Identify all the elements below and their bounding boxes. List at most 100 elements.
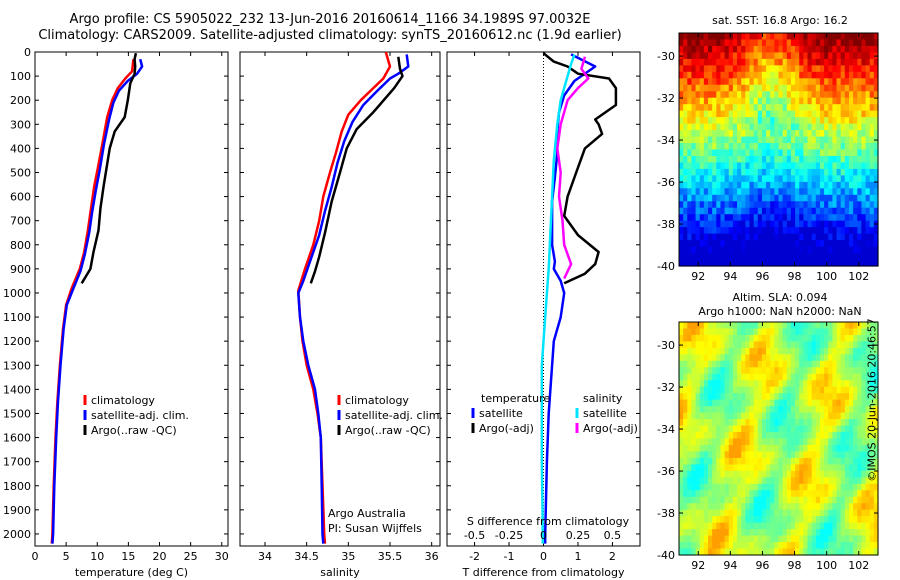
sla-map-cell xyxy=(749,503,755,511)
sst-map-cell xyxy=(836,240,842,248)
sst-map-cell xyxy=(737,259,742,267)
sla-map-cell xyxy=(844,380,850,388)
sla-map-cell xyxy=(679,393,684,401)
sst-map-cell xyxy=(699,58,705,66)
sst-map-x-tick-label: 102 xyxy=(848,270,869,283)
sla-map-cell xyxy=(703,412,709,420)
sst-map-cell xyxy=(853,149,858,157)
sst-map-cell xyxy=(687,123,693,131)
sla-map-cell xyxy=(695,380,701,388)
sla-map-cell xyxy=(708,328,713,336)
sst-map-cell xyxy=(720,130,726,138)
sst-map-cell xyxy=(836,259,842,267)
sla-map-cell xyxy=(815,470,821,478)
sla-map-cell xyxy=(691,509,697,517)
sst-map-cell xyxy=(844,233,850,241)
sst-map-cell xyxy=(691,123,697,131)
sst-map-cell xyxy=(757,143,763,151)
sst-map-cell xyxy=(865,227,871,235)
sla-map-cell xyxy=(778,470,784,478)
sla-map-cell xyxy=(691,529,697,537)
sla-map-cell xyxy=(790,425,796,433)
sst-map-cell xyxy=(865,104,871,112)
sst-map-cell xyxy=(757,110,763,118)
sla-map-cell xyxy=(811,444,817,453)
sst-map-cell xyxy=(737,123,742,131)
sla-map-cell xyxy=(745,341,751,349)
sla-map-cell xyxy=(819,477,825,485)
sst-map-cell xyxy=(811,207,817,215)
sla-map-cell xyxy=(774,509,780,517)
sla-map-cell xyxy=(828,373,833,381)
sla-map-cell xyxy=(848,432,854,440)
sst-map-cell xyxy=(782,240,788,248)
sla-map-cell xyxy=(869,542,875,550)
legend-entry: satellite-adj. clim. xyxy=(345,409,443,422)
sst-map-cell xyxy=(695,246,701,254)
sst-map-cell xyxy=(811,181,817,189)
sst-map-cell xyxy=(824,45,829,54)
sla-map-cell xyxy=(757,322,763,330)
sla-map-cell xyxy=(807,425,813,433)
sla-map-cell xyxy=(687,328,693,336)
sst-map-cell xyxy=(799,143,804,151)
sst-map-cell xyxy=(679,214,684,222)
sst-map-cell xyxy=(861,201,867,209)
sst-map-cell xyxy=(749,39,755,47)
sla-map-cell xyxy=(712,542,717,550)
sla-map-cell xyxy=(691,483,697,491)
sla-map-cell xyxy=(761,347,767,355)
sst-map-cell xyxy=(786,123,792,131)
sla-map-cell xyxy=(708,444,713,453)
sst-map-cell xyxy=(795,104,800,112)
sst-map-cell xyxy=(778,253,784,261)
sla-map-cell xyxy=(807,477,813,485)
sla-map-cell xyxy=(815,380,821,388)
sst-map-cell xyxy=(844,58,850,66)
sla-map-cell xyxy=(699,522,705,530)
sst-map-cell xyxy=(761,78,767,86)
sla-map-cell xyxy=(811,360,817,368)
sst-map-cell xyxy=(836,246,842,254)
sst-map-cell xyxy=(761,91,767,99)
sla-map-cell xyxy=(799,386,804,394)
sla-map-cell xyxy=(840,535,846,543)
sla-map-cell xyxy=(840,347,846,355)
sst-map-cell xyxy=(728,110,734,118)
sst-map-cell xyxy=(778,110,784,118)
sla-map-cell xyxy=(695,393,701,401)
sla-map-cell xyxy=(761,360,767,368)
sla-map-cell xyxy=(795,509,800,517)
sst-map-cell xyxy=(832,253,838,261)
sst-map-cell xyxy=(732,117,738,125)
sst-map-cell xyxy=(741,130,746,138)
sst-map-cell xyxy=(836,220,842,228)
sla-map-cell xyxy=(695,367,701,375)
sst-map-cell xyxy=(766,71,771,79)
sla-map-cell xyxy=(778,347,784,355)
sst-map-cell xyxy=(840,149,846,157)
sla-map-cell xyxy=(848,529,854,537)
sst-map-cell xyxy=(732,91,738,99)
sst-map-cell xyxy=(778,104,784,112)
sst-map-cell xyxy=(708,130,713,138)
sla-map-cell xyxy=(861,432,867,440)
sst-map-cell xyxy=(803,117,809,125)
sst-map-cell xyxy=(683,194,688,202)
sst-map-cell xyxy=(828,123,833,131)
sst-map-cell xyxy=(824,117,829,125)
sst-map-cell xyxy=(803,84,809,92)
sst-map-cell xyxy=(844,162,850,170)
sst-map-cell xyxy=(691,33,697,41)
sst-map-cell xyxy=(857,52,863,60)
sla-map-cell xyxy=(687,516,693,524)
sst-map-cell xyxy=(869,253,875,261)
sla-map-cell xyxy=(857,419,863,427)
sst-map-cell xyxy=(679,253,684,261)
sla-map-cell xyxy=(761,399,767,407)
sla-map-cell xyxy=(840,457,846,465)
sst-map-cell xyxy=(745,220,751,228)
sla-map-cell xyxy=(790,328,796,336)
sst-map-cell xyxy=(828,233,833,241)
sla-map-cell xyxy=(774,451,780,459)
